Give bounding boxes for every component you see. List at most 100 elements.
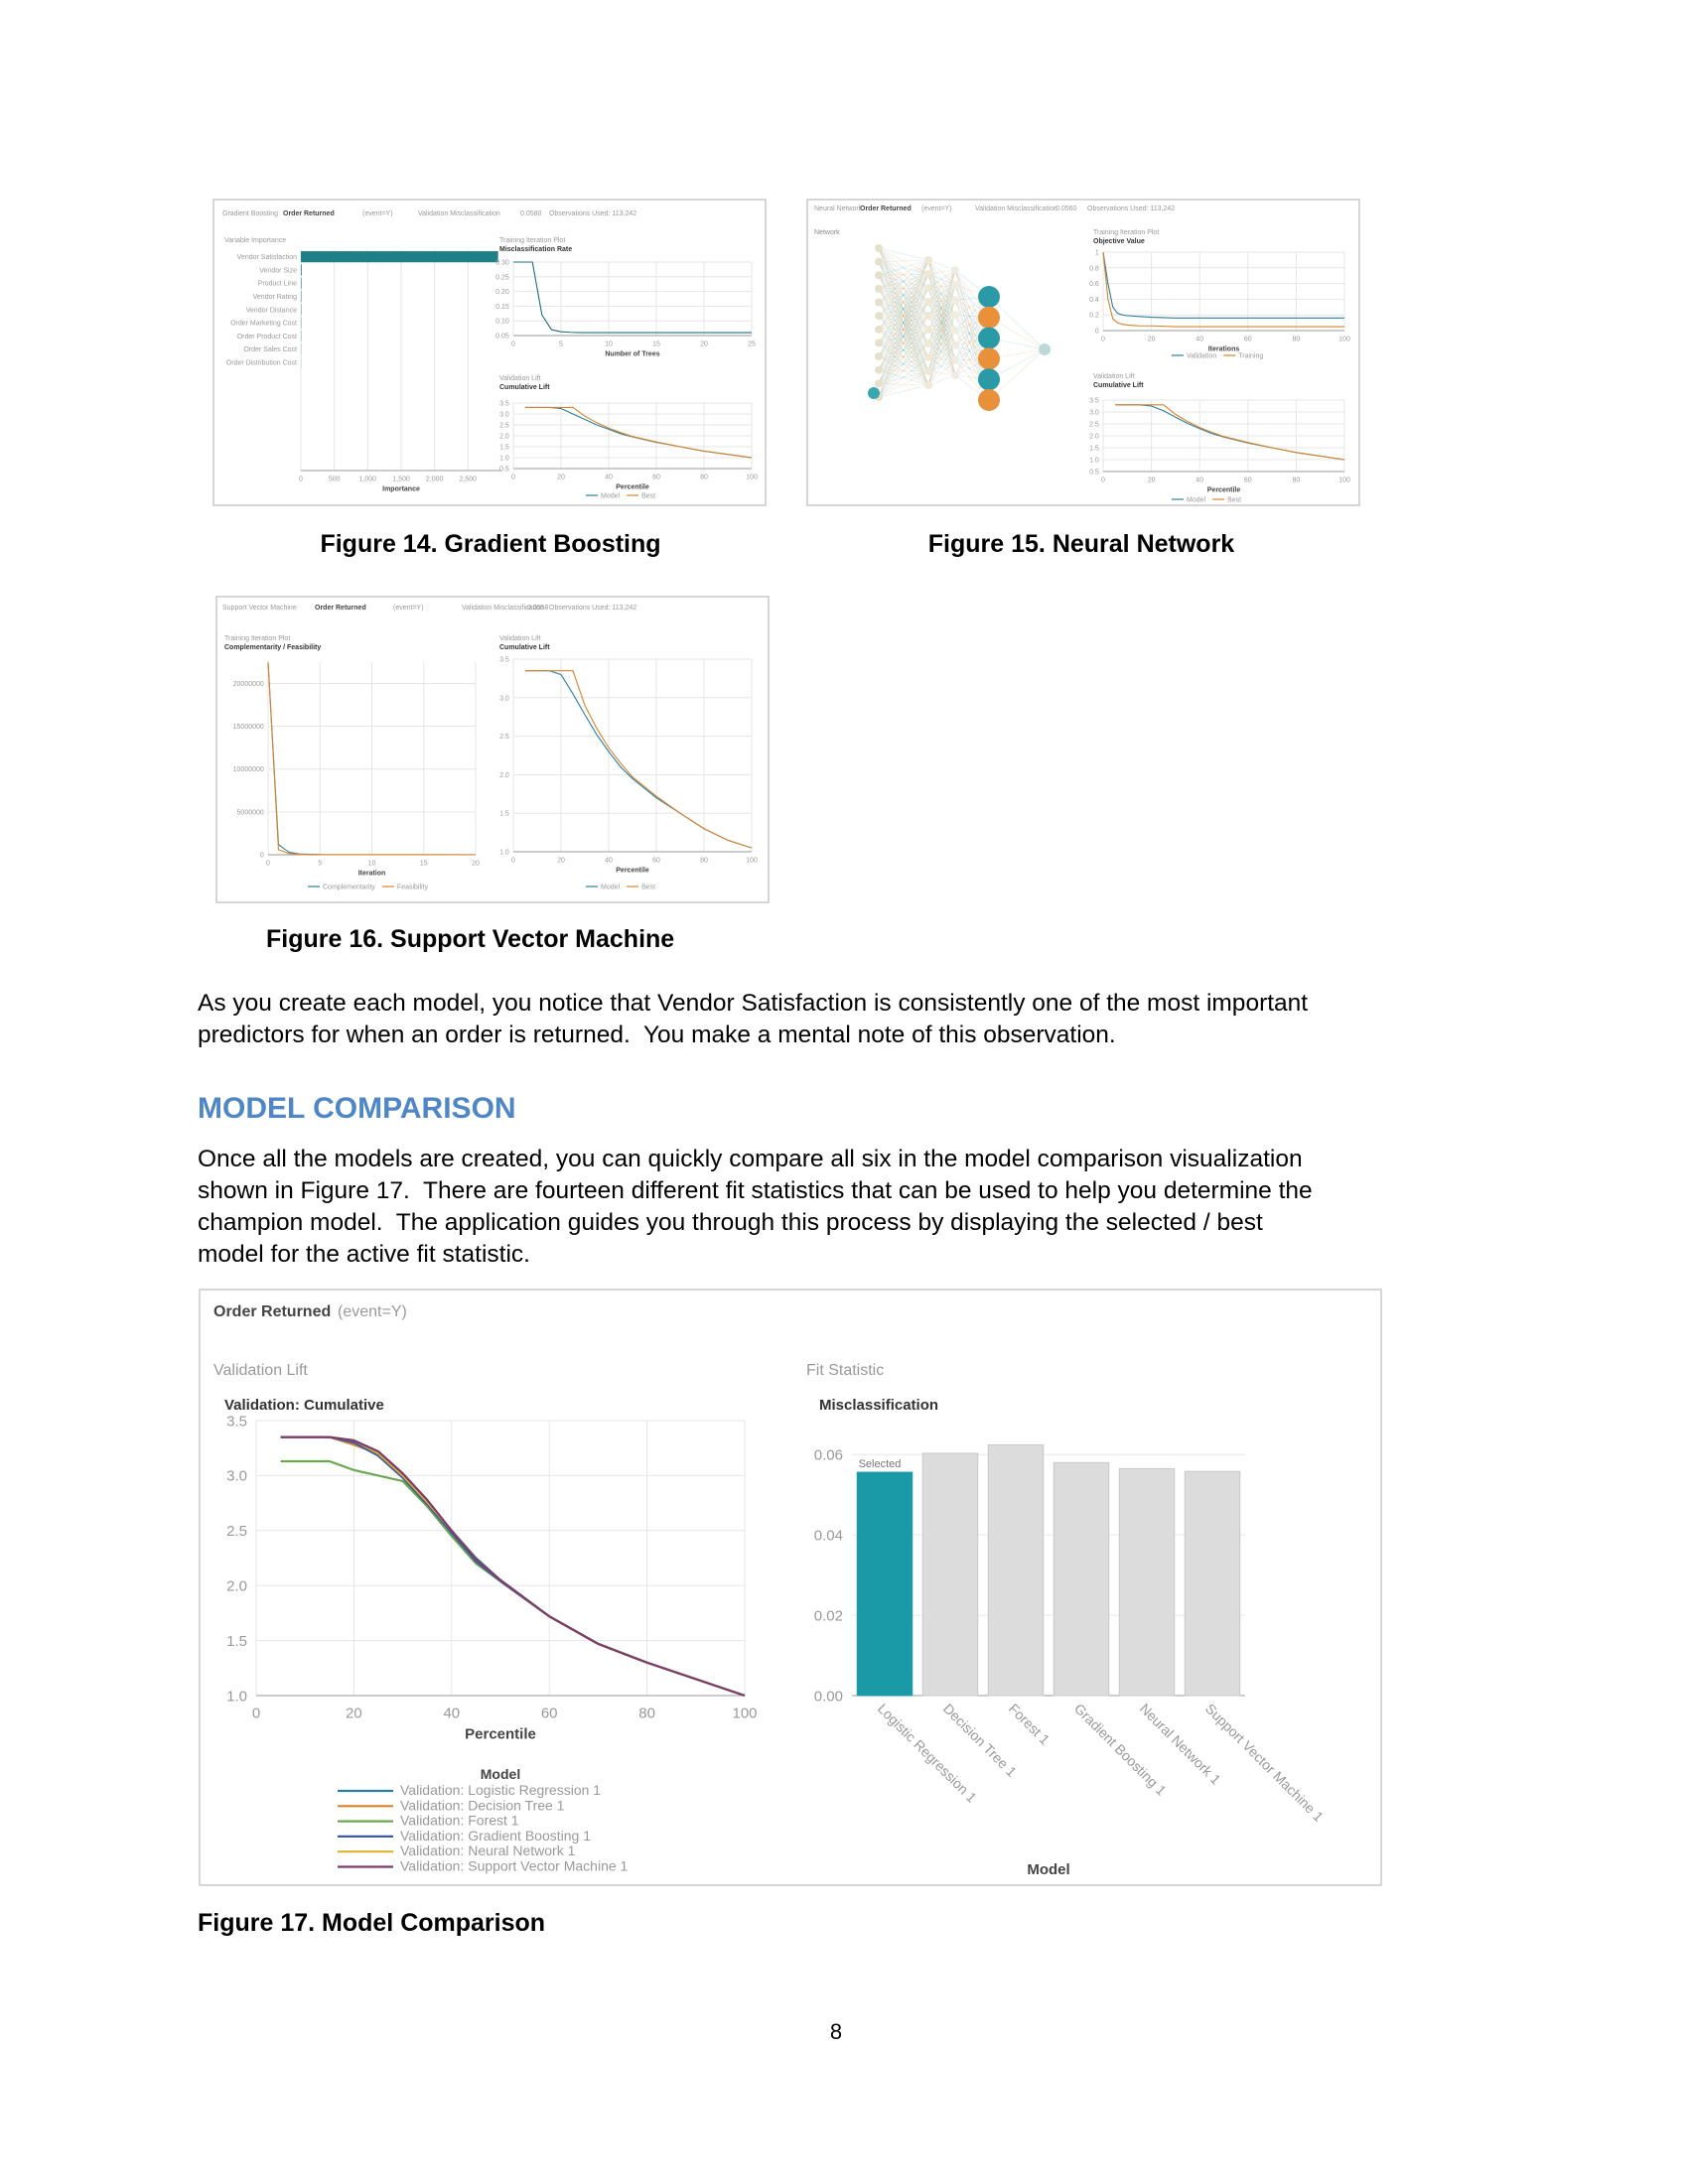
y-tick-label: 3.5 xyxy=(499,656,509,663)
network-edge xyxy=(878,315,929,331)
bar xyxy=(1118,1467,1176,1697)
chart: Validation Lift Cumulative Lift 1.0 1.5 2.0 2… xyxy=(499,635,758,891)
y-tick-label: 3.5 xyxy=(499,400,509,407)
series-line xyxy=(1102,251,1344,328)
network-edge xyxy=(878,383,929,386)
network-node xyxy=(951,341,959,349)
network-edge xyxy=(878,247,929,317)
figure-header: (event=Y) xyxy=(362,210,393,217)
network-node xyxy=(951,266,959,274)
bar xyxy=(1053,1461,1110,1697)
network-edge xyxy=(878,342,929,398)
x-tick-label: 0 xyxy=(1101,337,1105,343)
network-edge xyxy=(878,273,929,290)
network-node xyxy=(924,284,932,292)
chart-subtitle: Validation: Cumulative xyxy=(224,1397,384,1414)
legend-label: Best xyxy=(641,493,655,500)
network-edge xyxy=(927,315,956,331)
figure-frame xyxy=(806,199,1360,506)
network-edge xyxy=(878,261,929,386)
series-line xyxy=(1115,404,1345,461)
network-edge xyxy=(878,301,929,398)
x-tick-label: 40 xyxy=(605,858,613,865)
series-line xyxy=(525,670,753,849)
network-edge xyxy=(878,247,929,303)
network-edge xyxy=(927,301,956,345)
x-axis-label: Percentile xyxy=(1207,486,1241,493)
network-edge xyxy=(927,259,956,331)
y-tick-label: 3.0 xyxy=(499,411,509,418)
y-tick-label: 1.0 xyxy=(499,849,509,856)
network-edge xyxy=(878,342,929,372)
network-edge xyxy=(878,302,929,386)
chart-title: Validation Lift xyxy=(213,1362,308,1379)
x-tick-label: 100 xyxy=(746,858,758,865)
network-edge xyxy=(878,261,929,372)
network-edge xyxy=(927,359,956,372)
network-edge xyxy=(878,247,929,344)
network-edge xyxy=(878,288,929,344)
chart-title: Fit Statistic xyxy=(806,1362,884,1379)
network-edge xyxy=(927,329,956,345)
section-heading: MODEL COMPARISON xyxy=(198,1092,516,1125)
figure-header: Validation Misclassification xyxy=(418,210,500,217)
x-tick-label: 20 xyxy=(1148,337,1156,343)
network-node xyxy=(924,381,932,389)
network-edge xyxy=(878,247,929,289)
y-tick-label: 0.25 xyxy=(495,274,509,281)
network-edge xyxy=(927,259,956,286)
network-edge xyxy=(878,274,929,289)
network-edge xyxy=(878,315,929,344)
legend-label: Validation: Neural Network 1 xyxy=(400,1843,576,1858)
network-edge xyxy=(878,259,929,262)
x-tick-label: 15 xyxy=(420,861,428,868)
x-tick-label: 100 xyxy=(1338,337,1350,343)
network-edge xyxy=(878,315,929,372)
network-node xyxy=(875,284,883,293)
y-tick-label: 0.4 xyxy=(1089,297,1099,304)
network-node xyxy=(924,367,932,375)
network-node xyxy=(951,311,959,320)
x-tick-label: 2,500 xyxy=(460,477,478,483)
y-tick-label: 3.0 xyxy=(226,1468,247,1485)
network-node xyxy=(875,365,883,374)
network-edge xyxy=(927,315,956,386)
category-label: Order Product Cost xyxy=(237,334,297,341)
bar xyxy=(921,1452,979,1697)
network-edge xyxy=(927,284,956,317)
figure-frame xyxy=(199,1289,1382,1886)
network-edge xyxy=(927,285,956,386)
network-edge xyxy=(878,302,929,331)
network-edge xyxy=(927,259,956,360)
network-node xyxy=(924,353,932,361)
chart: Validation Lift Validation: Cumulative 1.0… xyxy=(213,1362,758,1874)
x-tick-label: 0 xyxy=(252,1706,260,1722)
network-edge xyxy=(878,302,929,358)
network-edge xyxy=(927,301,956,360)
caption: Figure 16. Support Vector Machine xyxy=(266,925,674,953)
network-edge xyxy=(878,247,929,331)
figure-header: (event=Y) xyxy=(921,205,952,212)
y-tick-label: 1.5 xyxy=(1089,445,1099,452)
x-tick-label: 10 xyxy=(368,861,376,868)
network-node xyxy=(978,368,1000,391)
y-tick-label: 0.8 xyxy=(1089,265,1099,272)
legend-label: Best xyxy=(1227,497,1241,504)
caption: Figure 14. Gradient Boosting xyxy=(320,530,660,558)
figure-header: Support Vector Machine xyxy=(222,605,297,612)
legend-label: Validation xyxy=(1187,353,1216,360)
series-line xyxy=(280,1435,746,1698)
network-edge xyxy=(878,273,929,384)
chart-title: Training Iteration Plot xyxy=(224,635,290,642)
x-tick-label: 1,500 xyxy=(392,477,410,483)
chart-subtitle: Cumulative Lift xyxy=(499,644,550,651)
x-tick-label: 20 xyxy=(472,861,480,868)
network-edge xyxy=(927,315,956,317)
network-edge xyxy=(878,273,929,331)
network-edge xyxy=(878,355,929,358)
network-edge xyxy=(927,273,956,286)
network-title: Network xyxy=(814,229,840,236)
legend-label: Complementarity xyxy=(323,885,375,891)
